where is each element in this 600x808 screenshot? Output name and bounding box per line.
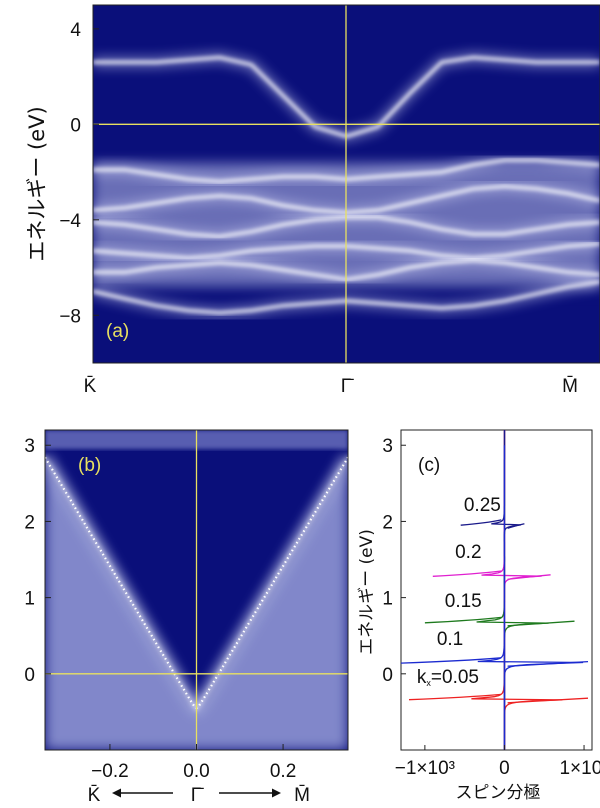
panel-b-y-tick-3: 3 (24, 436, 35, 457)
panel-c-series-0.1-tail (400, 657, 502, 664)
panel-c-x-tick-1: 0 (499, 758, 510, 779)
panel-c-series-0.15-tail (424, 616, 502, 624)
arrow-right-head (272, 788, 281, 798)
panel-c-series-label-0.05: kx=0.05 (417, 667, 479, 688)
panel-b-y-tick-1: 1 (24, 589, 35, 610)
panel-b-x-tick-1: 0.0 (183, 761, 209, 782)
panel-c-x-tick-2: 1×10³ (559, 758, 600, 779)
panel-c-y-tick-0: 0 (382, 665, 393, 686)
panel-c-y-tick-1: 1 (382, 589, 393, 610)
panel-a-y-tick-1: 0 (70, 115, 81, 136)
arrow-left-head (112, 788, 121, 798)
panel-a-y-tick-0: 4 (70, 20, 81, 41)
panel-b-bulk (45, 430, 348, 750)
panel-c-series-0.2-peak (507, 574, 551, 580)
panel-c-series-label-0.1: 0.1 (437, 629, 463, 650)
panel-c-label: (c) (418, 455, 440, 476)
panel-c-y-axis-label: エネルギー (eV) (357, 529, 377, 655)
panel-b-x-tick-2: 0.2 (270, 761, 296, 782)
panel-a: (a) 4 0 −4 −8 エネルギー (eV) K̄ Γ̄ M̄ (25, 4, 600, 397)
panel-c-series-0.05-tail (408, 693, 502, 701)
panel-a-y-tick-2: −4 (59, 211, 81, 232)
panel-c-series-0.05-peak (507, 697, 589, 704)
panel-a-x-tick-gamma: Γ̄ (341, 376, 354, 397)
panel-b-label-m: M̄ (294, 785, 310, 806)
panel-c-series-0.25-tail (460, 519, 502, 526)
panel-c-series-label-0.15: 0.15 (445, 591, 482, 612)
panel-c-series-label-0.25: 0.25 (464, 495, 501, 516)
panel-b-x-axis-label: K̄ Γ̄ M̄ (88, 785, 310, 806)
panel-b: (b) 0 1 2 3 −0.2 0.0 0.2 K̄ Γ̄ M̄ (24, 429, 349, 806)
panel-c-series-0.1-peak (507, 660, 589, 667)
panel-c-series-0.25-peak (507, 523, 525, 529)
panel-a-y-tick-3: −8 (59, 306, 81, 327)
panel-c-curves: kx=0.05 0.1 0.15 0.2 0.25 (400, 430, 589, 750)
panel-c-ticks: 0 1 2 3 −1×10³ 0 1×10³ (382, 436, 600, 779)
panel-c-series-0.15-peak (507, 620, 575, 627)
panel-c-frame (400, 429, 593, 751)
panel-c-series-0.2-tail (432, 570, 502, 577)
panel-b-y-tick-2: 2 (24, 512, 35, 533)
panel-b-label-gamma: Γ̄ (191, 785, 204, 806)
panel-c-series-label-0.2: 0.2 (455, 542, 481, 563)
panel-b-y-tick-0: 0 (24, 665, 35, 686)
panel-c-x-axis-label: スピン分極 (456, 783, 541, 803)
panel-c: kx=0.05 0.1 0.15 0.2 0.25 (c) 0 1 2 3 −1×10³ 0 1×1… (357, 429, 600, 803)
panel-a-x-tick-m: M̄ (562, 376, 578, 397)
panel-b-label: (b) (78, 455, 101, 476)
panel-b-label-k: K̄ (88, 785, 101, 806)
panel-c-y-tick-2: 2 (382, 512, 393, 533)
panel-c-x-tick-0: −1×10³ (395, 758, 455, 779)
panel-a-y-axis-label: エネルギー (eV) (25, 106, 49, 261)
panel-c-y-tick-3: 3 (382, 436, 393, 457)
panel-b-ticks: 0 1 2 3 −0.2 0.0 0.2 (24, 436, 296, 782)
panel-b-x-tick-0: −0.2 (91, 761, 129, 782)
panel-a-x-tick-k: K̄ (84, 376, 97, 397)
panel-a-label: (a) (106, 321, 129, 342)
panel-a-y-ticks: 4 0 −4 −8 (59, 20, 99, 327)
panel-a-frame (92, 4, 600, 364)
